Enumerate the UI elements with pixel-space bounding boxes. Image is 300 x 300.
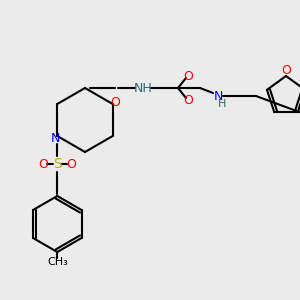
- Text: H: H: [218, 99, 226, 109]
- Text: O: O: [183, 70, 193, 83]
- Text: N: N: [213, 89, 223, 103]
- Text: O: O: [66, 158, 76, 170]
- Text: O: O: [183, 94, 193, 106]
- Text: S: S: [53, 157, 62, 171]
- Text: O: O: [110, 95, 120, 109]
- Text: O: O: [281, 64, 291, 77]
- Text: O: O: [38, 158, 48, 170]
- Text: NH: NH: [134, 82, 152, 94]
- Text: CH₃: CH₃: [47, 257, 68, 267]
- Text: N: N: [51, 131, 60, 145]
